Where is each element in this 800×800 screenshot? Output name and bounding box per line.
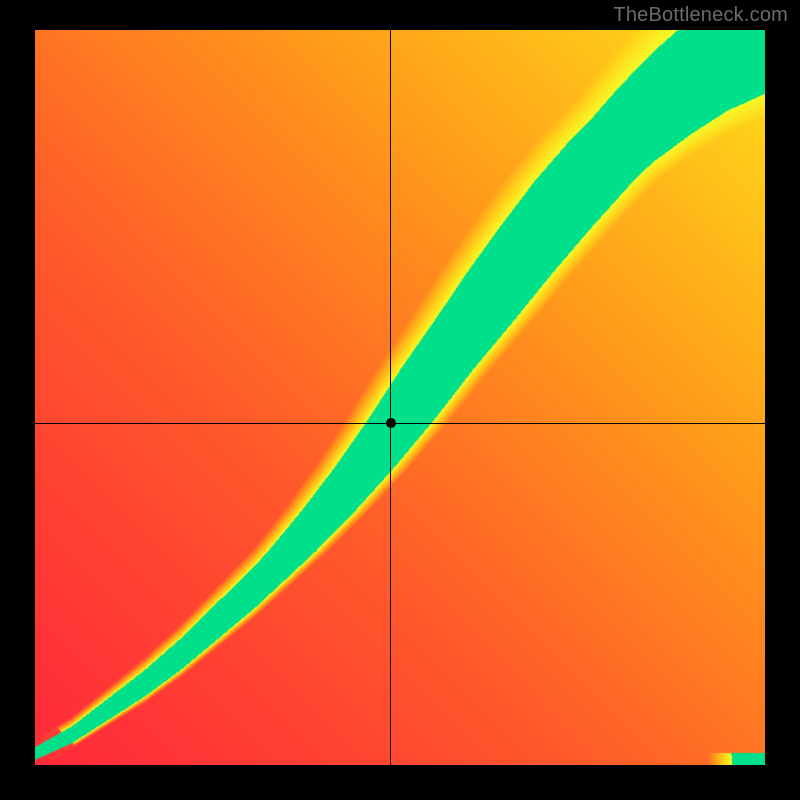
watermark-text: TheBottleneck.com	[613, 4, 788, 27]
heatmap-canvas	[35, 30, 765, 765]
crosshair-vertical	[390, 30, 391, 765]
chart-container: TheBottleneck.com	[0, 0, 800, 800]
marker-dot	[386, 418, 396, 428]
plot-area	[35, 30, 765, 765]
crosshair-horizontal	[35, 423, 765, 424]
